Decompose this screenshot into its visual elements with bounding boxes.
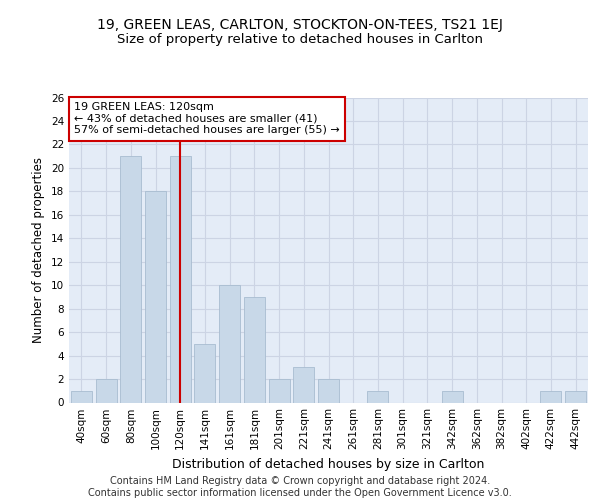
Bar [367,391,388,402]
Bar [194,344,215,403]
Bar [293,368,314,402]
Bar [318,379,339,402]
Bar [170,156,191,402]
Bar [145,192,166,402]
X-axis label: Distribution of detached houses by size in Carlton: Distribution of detached houses by size … [172,458,485,471]
Bar [71,391,92,402]
Text: Contains HM Land Registry data © Crown copyright and database right 2024.
Contai: Contains HM Land Registry data © Crown c… [88,476,512,498]
Bar [219,285,240,403]
Bar [541,391,562,402]
Text: Size of property relative to detached houses in Carlton: Size of property relative to detached ho… [117,32,483,46]
Text: 19, GREEN LEAS, CARLTON, STOCKTON-ON-TEES, TS21 1EJ: 19, GREEN LEAS, CARLTON, STOCKTON-ON-TEE… [97,18,503,32]
Bar [565,391,586,402]
Y-axis label: Number of detached properties: Number of detached properties [32,157,46,343]
Bar [442,391,463,402]
Bar [269,379,290,402]
Bar [95,379,116,402]
Bar [244,297,265,403]
Text: 19 GREEN LEAS: 120sqm
← 43% of detached houses are smaller (41)
57% of semi-deta: 19 GREEN LEAS: 120sqm ← 43% of detached … [74,102,340,136]
Bar [120,156,141,402]
